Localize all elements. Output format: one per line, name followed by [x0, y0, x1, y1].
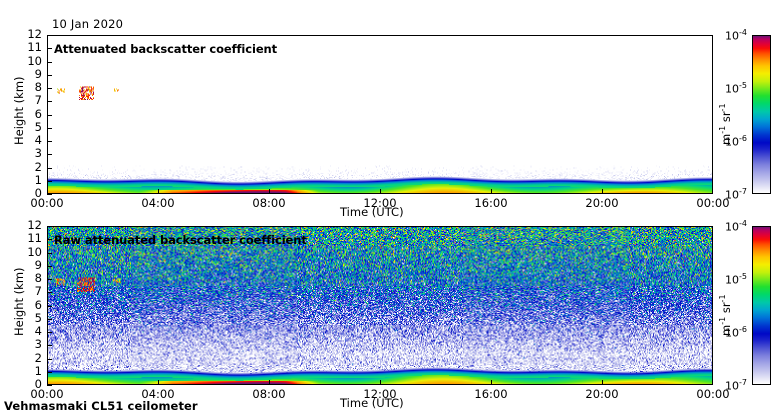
x-tick-mark	[269, 189, 270, 194]
y-tick-label: 10	[27, 244, 42, 259]
y-tick-mark	[47, 253, 52, 254]
y-tick-mark	[47, 128, 52, 129]
x-tick-label: 16:00	[474, 196, 508, 210]
x-tick-mark	[602, 380, 603, 385]
y-tick-label: 1	[34, 172, 42, 187]
colorbar-panel1	[752, 35, 771, 194]
panel1-title: Attenuated backscatter coefficient	[54, 42, 278, 56]
y-tick-mark	[47, 372, 52, 373]
x-tick-label: 08:00	[252, 387, 286, 401]
y-tick-label: 6	[34, 297, 42, 312]
x-tick-mark	[380, 380, 381, 385]
colorbar-tick-label: 10-5	[725, 272, 747, 287]
y-tick-label: 7	[34, 93, 42, 108]
y-tick-mark	[47, 141, 52, 142]
x-tick-label: 00:00	[696, 387, 730, 401]
x-tick-label: 20:00	[585, 196, 619, 210]
y-tick-mark	[47, 181, 52, 182]
y-tick-mark	[47, 88, 52, 89]
colorbar-tick-label: 10-6	[725, 134, 747, 149]
y-tick-mark	[47, 385, 52, 386]
panel2-title: Raw attenuated backscatter coefficient	[54, 233, 307, 247]
x-tick-mark	[491, 380, 492, 385]
y-tick-mark	[47, 168, 52, 169]
x-tick-mark	[158, 380, 159, 385]
y-tick-mark	[47, 154, 52, 155]
y-tick-label: 4	[34, 324, 42, 338]
y-tick-mark	[47, 239, 52, 240]
x-tick-label: 04:00	[141, 387, 175, 401]
y-tick-label: 7	[34, 284, 42, 299]
plot-area-panel1[interactable]	[47, 35, 713, 194]
y-tick-label: 8	[34, 271, 42, 285]
y-tick-mark	[47, 115, 52, 116]
x-tick-label: 04:00	[141, 196, 175, 210]
x-tick-label: 08:00	[252, 196, 286, 210]
panel1-colorbar-unit-label: m-1 sr-1	[718, 103, 733, 145]
y-tick-label: 0	[34, 377, 42, 391]
colorbar-tick-label: 10-4	[725, 28, 747, 43]
y-tick-label: 9	[34, 66, 42, 81]
plot-area-panel2[interactable]	[47, 226, 713, 385]
y-tick-label: 8	[34, 80, 42, 94]
colorbar-panel2	[752, 226, 771, 385]
y-tick-mark	[47, 292, 52, 293]
x-tick-mark	[380, 189, 381, 194]
y-tick-label: 3	[34, 146, 42, 161]
y-tick-label: 11	[27, 231, 42, 246]
colorbar-tick-label: 10-4	[725, 219, 747, 234]
panel2-colorbar-unit-label: m-1 sr-1	[718, 294, 733, 336]
y-tick-mark	[47, 345, 52, 346]
y-tick-mark	[47, 279, 52, 280]
y-tick-label: 2	[34, 159, 42, 174]
y-tick-mark	[47, 319, 52, 320]
colorbar-tick-label: 10-7	[725, 187, 747, 202]
x-tick-label: 00:00	[696, 196, 730, 210]
x-tick-label: 20:00	[585, 387, 619, 401]
y-tick-label: 4	[34, 133, 42, 147]
y-tick-label: 1	[34, 363, 42, 378]
y-tick-mark	[47, 306, 52, 307]
y-tick-label: 6	[34, 106, 42, 121]
y-tick-mark	[47, 332, 52, 333]
panel1-x-axis-label: Time (UTC)	[340, 205, 404, 219]
y-tick-label: 11	[27, 40, 42, 55]
x-tick-label: 12:00	[363, 196, 397, 210]
colorbar-tick-label: 10-5	[725, 81, 747, 96]
x-tick-mark	[158, 189, 159, 194]
y-tick-mark	[47, 226, 52, 227]
y-tick-mark	[47, 62, 52, 63]
heatmap-panel1	[48, 36, 712, 193]
y-tick-label: 5	[34, 310, 42, 325]
date-label: 10 Jan 2020	[52, 17, 124, 31]
x-tick-label: 12:00	[363, 387, 397, 401]
x-tick-label: 16:00	[474, 387, 508, 401]
x-tick-label: 00:00	[30, 196, 64, 210]
y-tick-label: 9	[34, 257, 42, 272]
y-tick-label: 0	[34, 186, 42, 200]
x-tick-mark	[602, 189, 603, 194]
y-tick-mark	[47, 48, 52, 49]
y-tick-label: 12	[27, 27, 42, 41]
y-tick-label: 12	[27, 218, 42, 232]
heatmap-panel2	[48, 227, 712, 384]
y-tick-mark	[47, 194, 52, 195]
panel2-x-axis-label: Time (UTC)	[340, 396, 404, 410]
y-tick-mark	[47, 101, 52, 102]
y-tick-mark	[47, 35, 52, 36]
x-tick-mark	[269, 380, 270, 385]
x-tick-mark	[491, 189, 492, 194]
y-tick-label: 3	[34, 337, 42, 352]
y-tick-mark	[47, 359, 52, 360]
y-tick-label: 5	[34, 119, 42, 134]
y-tick-label: 2	[34, 350, 42, 365]
y-tick-mark	[47, 75, 52, 76]
y-tick-label: 10	[27, 53, 42, 68]
station-label: Vehmasmaki CL51 ceilometer	[4, 399, 198, 413]
x-tick-label: 00:00	[30, 387, 64, 401]
colorbar-tick-label: 10-6	[725, 325, 747, 340]
y-tick-mark	[47, 266, 52, 267]
colorbar-tick-label: 10-7	[725, 378, 747, 393]
